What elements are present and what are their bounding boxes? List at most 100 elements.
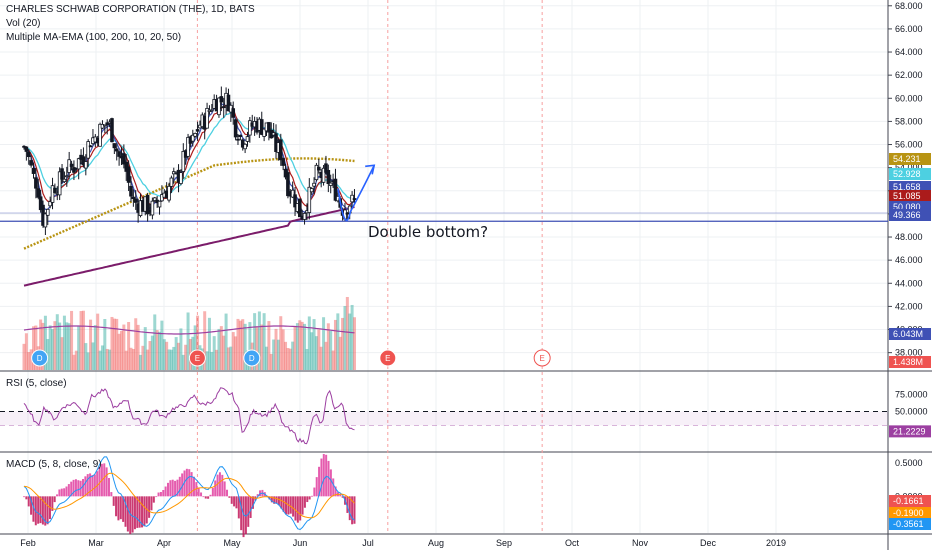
- macd-hist-bar: [86, 474, 89, 497]
- volume-bar: [307, 316, 311, 370]
- dividend-marker[interactable]: D: [243, 349, 261, 367]
- volume-bar: [236, 318, 240, 370]
- candle-body: [88, 145, 93, 148]
- macd-hist-bar: [207, 496, 210, 499]
- volume-bar: [77, 326, 81, 370]
- earnings-marker[interactable]: E: [188, 349, 206, 367]
- volume-bar: [27, 352, 31, 370]
- volume-bar: [79, 311, 83, 370]
- macd-hist-bar: [46, 496, 49, 525]
- time-tick-label: Apr: [157, 538, 171, 548]
- macd-hist-bar: [275, 496, 278, 504]
- price-tick-label: 42.000: [895, 301, 923, 311]
- event-circle: [379, 349, 397, 367]
- volume-bar: [146, 349, 150, 370]
- candle-body: [38, 196, 43, 211]
- candle-body: [60, 168, 64, 180]
- macd-hist-bar: [98, 466, 101, 497]
- candle-body: [48, 201, 52, 207]
- volume-bar: [229, 346, 233, 370]
- macd-hist-bar: [202, 496, 205, 498]
- macd-title: MACD (5, 8, close, 9): [6, 459, 102, 470]
- projection-arrowhead: [365, 164, 376, 175]
- volume-bar: [136, 324, 140, 370]
- price-tick-label: 64.000: [895, 47, 923, 57]
- macd-hist-bar: [346, 496, 349, 513]
- candle-body: [352, 198, 357, 200]
- candle-body: [76, 158, 81, 170]
- candle-body: [262, 128, 266, 137]
- volume-bar: [48, 325, 52, 370]
- volume-bar: [215, 349, 219, 370]
- candle-body: [326, 170, 331, 184]
- volume-bar: [46, 339, 50, 370]
- macd-hist-bar: [150, 496, 153, 511]
- tag-text: 52.928: [893, 169, 921, 179]
- candle-body: [248, 120, 252, 136]
- volume-bar: [291, 341, 295, 370]
- candle-body: [236, 138, 240, 141]
- candle-body: [43, 213, 48, 228]
- macd-hist-bar: [74, 479, 77, 497]
- dividend-marker[interactable]: D: [31, 349, 49, 367]
- candle-body: [129, 185, 133, 197]
- candle-body: [117, 151, 121, 157]
- volume-bar: [260, 324, 264, 370]
- candle-body: [240, 139, 245, 148]
- time-tick-label: Nov: [632, 538, 649, 548]
- candle-body: [290, 189, 295, 198]
- candle-body: [45, 208, 50, 216]
- macd-hist-bar: [301, 496, 304, 515]
- time-tick-label: Aug: [428, 538, 444, 548]
- volume-bar: [86, 352, 90, 370]
- volume-bar: [238, 320, 242, 370]
- candle-body: [31, 167, 36, 174]
- volume-bar: [167, 349, 171, 370]
- volume-bar: [193, 325, 197, 370]
- tag-bg: [889, 153, 931, 165]
- candle-body: [34, 177, 38, 189]
- earnings-marker[interactable]: E: [533, 349, 551, 367]
- macd-hist-bar: [233, 496, 236, 507]
- event-circle: [31, 349, 49, 367]
- volume-bar: [139, 354, 143, 370]
- candle-body: [133, 198, 138, 203]
- earnings-marker[interactable]: E: [379, 349, 397, 367]
- macd-hist-bar: [129, 496, 132, 535]
- macd-hist-bar: [91, 475, 94, 497]
- volume-bar: [117, 333, 121, 370]
- volume-bar: [205, 351, 209, 370]
- candle-body: [302, 212, 307, 220]
- volume-bar: [34, 325, 38, 370]
- volume-bar: [217, 328, 221, 370]
- candle-body: [317, 166, 321, 171]
- macd-hist-bar: [339, 494, 342, 497]
- candle-body: [307, 186, 312, 213]
- time-axis: Feb Mar Apr May Jun Jul Aug Sep Oct Nov Dec 2019: [20, 538, 786, 548]
- tag-bg: [889, 209, 931, 221]
- candle-body: [50, 185, 55, 203]
- tag-bg: [889, 495, 931, 507]
- candle-body: [53, 187, 57, 193]
- macd-hist-bar: [159, 491, 162, 497]
- tag-bg: [889, 328, 931, 340]
- event-label: E: [539, 354, 544, 363]
- event-label: E: [385, 354, 390, 363]
- volume-bar: [265, 346, 269, 370]
- candle-body: [112, 143, 117, 149]
- candle-body: [122, 153, 126, 165]
- macd-hist-bar: [329, 469, 332, 497]
- macd-hist-bar: [103, 463, 106, 497]
- volume-bar: [226, 347, 230, 370]
- macd-hist-bar: [209, 494, 212, 497]
- volume-bar: [331, 350, 335, 370]
- volume-bar: [253, 313, 257, 370]
- candle-body: [233, 119, 238, 138]
- candle-body: [84, 161, 88, 169]
- price-tick-label: 68.000: [895, 1, 923, 11]
- candle-body: [312, 182, 316, 187]
- candle-body: [221, 106, 226, 108]
- candle-body: [186, 136, 190, 157]
- macd-hist-bar: [306, 496, 309, 503]
